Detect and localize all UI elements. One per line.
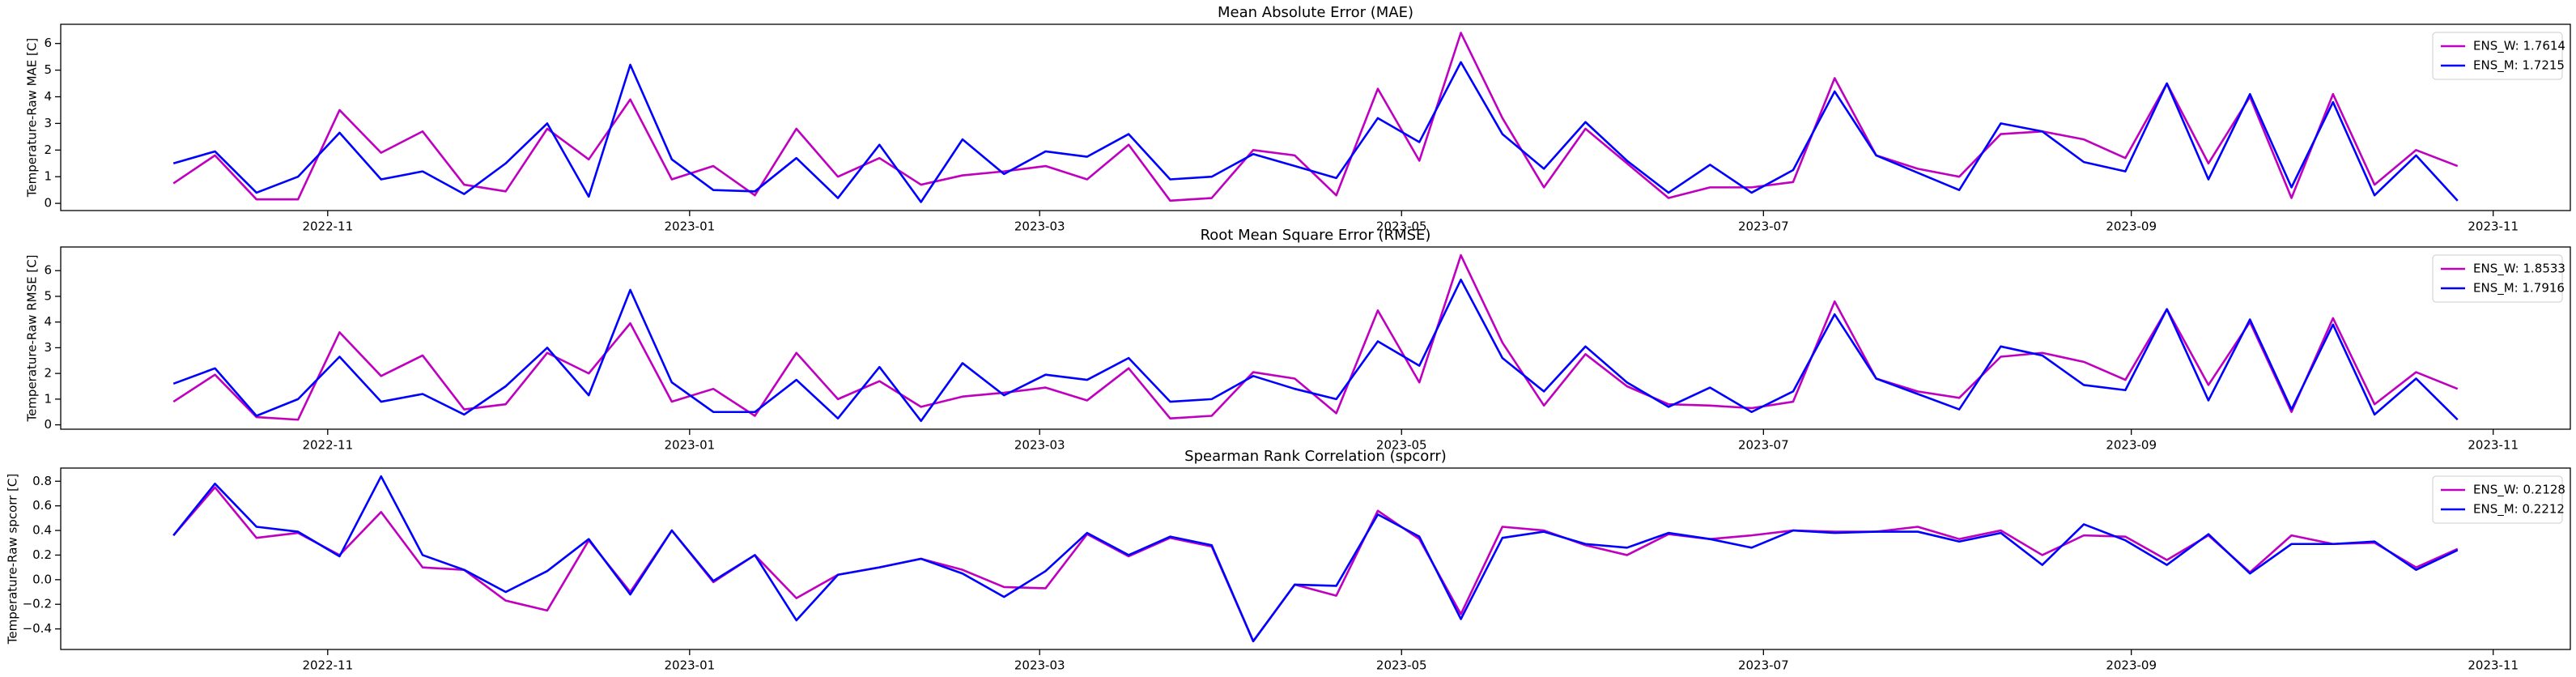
series-line bbox=[172, 61, 2459, 203]
x-tick-label: 2023-09 bbox=[2106, 658, 2157, 673]
x-tick-label: 2023-07 bbox=[1738, 658, 1789, 673]
x-tick-label: 2023-11 bbox=[2468, 658, 2519, 673]
y-tick-label: 6 bbox=[44, 36, 52, 50]
y-tick-label: 3 bbox=[44, 340, 52, 355]
series-line bbox=[172, 486, 2459, 643]
subplot-title: Spearman Rank Correlation (spcorr) bbox=[1184, 448, 1447, 465]
series-line bbox=[172, 32, 2459, 202]
series-line bbox=[172, 475, 2459, 643]
y-tick-label: 0.4 bbox=[32, 523, 52, 538]
y-tick-label: 0.2 bbox=[32, 547, 52, 562]
y-tick-label: 5 bbox=[44, 62, 52, 77]
legend-box bbox=[2432, 254, 2563, 303]
y-tick-label: 2 bbox=[44, 366, 52, 381]
y-tick-label: −0.4 bbox=[23, 621, 52, 636]
legend: ENS_W: 1.7614 ENS_M: 1.7215 bbox=[2432, 32, 2565, 80]
x-tick-label: 2023-03 bbox=[1014, 219, 1065, 234]
y-tick-label: −0.2 bbox=[23, 597, 52, 611]
x-tick-label: 2023-11 bbox=[2468, 219, 2519, 234]
y-tick-label: 1 bbox=[44, 391, 52, 406]
subplot-title: Mean Absolute Error (MAE) bbox=[1218, 4, 1413, 21]
x-tick-label: 2023-05 bbox=[1376, 658, 1427, 673]
x-tick-label: 2023-03 bbox=[1014, 438, 1065, 453]
y-tick-label: 0.8 bbox=[32, 474, 52, 488]
legend-label: ENS_M: 1.7916 bbox=[2473, 281, 2565, 296]
x-tick-label: 2023-01 bbox=[664, 658, 715, 673]
x-tick-label: 2023-01 bbox=[664, 219, 715, 234]
y-tick-label: 0.6 bbox=[32, 498, 52, 513]
legend: ENS_W: 1.8533 ENS_M: 1.7916 bbox=[2432, 254, 2565, 303]
x-tick-label: 2022-11 bbox=[302, 658, 353, 673]
y-tick-label: 4 bbox=[44, 314, 52, 329]
x-tick-label: 2023-07 bbox=[1738, 438, 1789, 453]
legend-label: ENS_W: 0.2128 bbox=[2473, 483, 2565, 498]
x-tick-label: 2023-09 bbox=[2106, 438, 2157, 453]
x-tick-label: 2022-11 bbox=[302, 438, 353, 453]
x-tick-label: 2023-07 bbox=[1738, 219, 1789, 234]
axes-frame bbox=[60, 467, 2571, 650]
y-tick-label: 1 bbox=[44, 169, 52, 184]
legend-label: ENS_M: 1.7215 bbox=[2473, 58, 2565, 74]
y-tick-label: 0 bbox=[44, 196, 52, 211]
legend-label: ENS_W: 1.7614 bbox=[2473, 39, 2565, 54]
y-tick-label: 2 bbox=[44, 143, 52, 157]
y-tick-label: 3 bbox=[44, 116, 52, 130]
x-tick-label: 2022-11 bbox=[302, 219, 353, 234]
series-line bbox=[172, 279, 2459, 423]
y-axis-label: Temperature-Raw RMSE [C] bbox=[25, 254, 40, 422]
y-tick-label: 5 bbox=[44, 288, 52, 303]
axes-frame bbox=[60, 246, 2571, 430]
legend: ENS_W: 0.2128 ENS_M: 0.2212 bbox=[2432, 475, 2565, 524]
legend-box bbox=[2432, 32, 2563, 80]
y-tick-label: 4 bbox=[44, 89, 52, 104]
y-tick-label: 0 bbox=[44, 417, 52, 432]
subplot-title: Root Mean Square Error (RMSE) bbox=[1201, 227, 1431, 244]
x-tick-label: 2023-09 bbox=[2106, 219, 2157, 234]
x-tick-label: 2023-05 bbox=[1376, 438, 1427, 453]
legend-label: ENS_W: 1.8533 bbox=[2473, 262, 2565, 277]
x-tick-label: 2023-03 bbox=[1014, 658, 1065, 673]
x-tick-label: 2023-05 bbox=[1376, 219, 1427, 234]
y-axis-label: Temperature-Raw spcorr [C] bbox=[6, 474, 20, 645]
x-tick-label: 2023-11 bbox=[2468, 438, 2519, 453]
legend-box bbox=[2432, 475, 2563, 524]
y-tick-label: 0.0 bbox=[32, 572, 52, 586]
subplot: Root Mean Square Error (RMSE) Temperature… bbox=[25, 227, 2571, 453]
x-tick-label: 2023-01 bbox=[664, 438, 715, 453]
subplot: Mean Absolute Error (MAE) Temperature-Raw… bbox=[25, 4, 2571, 234]
subplot: Spearman Rank Correlation (spcorr) Temper… bbox=[6, 448, 2571, 673]
legend-label: ENS_M: 0.2212 bbox=[2473, 502, 2565, 517]
axes-frame bbox=[60, 23, 2571, 211]
y-axis-label: Temperature-Raw MAE [C] bbox=[25, 38, 40, 198]
y-tick-label: 6 bbox=[44, 263, 52, 278]
